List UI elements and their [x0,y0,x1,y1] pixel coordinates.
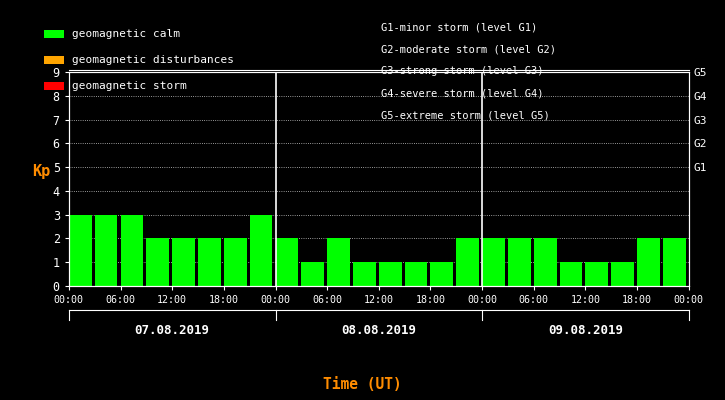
Bar [198,238,220,286]
Bar [224,238,247,286]
Bar [353,262,376,286]
Text: 09.08.2019: 09.08.2019 [548,324,623,336]
Bar [637,238,660,286]
Text: G5-extreme storm (level G5): G5-extreme storm (level G5) [381,110,550,120]
Text: Time (UT): Time (UT) [323,377,402,392]
Bar [611,262,634,286]
Y-axis label: Kp: Kp [33,164,51,179]
Bar [663,238,686,286]
Text: G4-severe storm (level G4): G4-severe storm (level G4) [381,88,543,98]
Bar [249,215,273,286]
Text: G1-minor storm (level G1): G1-minor storm (level G1) [381,22,537,32]
Bar [378,262,402,286]
Bar [327,238,350,286]
Text: geomagnetic calm: geomagnetic calm [72,29,181,39]
Bar [482,238,505,286]
Text: G3-strong storm (level G3): G3-strong storm (level G3) [381,66,543,76]
Text: geomagnetic storm: geomagnetic storm [72,81,187,91]
Text: geomagnetic disturbances: geomagnetic disturbances [72,55,234,65]
Bar [585,262,608,286]
Bar [560,262,582,286]
Bar [173,238,195,286]
Bar [405,262,427,286]
Bar [431,262,453,286]
Bar [146,238,169,286]
Bar [95,215,117,286]
Bar [120,215,144,286]
Bar [456,238,479,286]
Bar [508,238,531,286]
Text: 08.08.2019: 08.08.2019 [341,324,416,336]
Bar [276,238,298,286]
Bar [534,238,557,286]
Bar [69,215,91,286]
Bar [302,262,324,286]
Text: G2-moderate storm (level G2): G2-moderate storm (level G2) [381,44,555,54]
Text: 07.08.2019: 07.08.2019 [135,324,210,336]
